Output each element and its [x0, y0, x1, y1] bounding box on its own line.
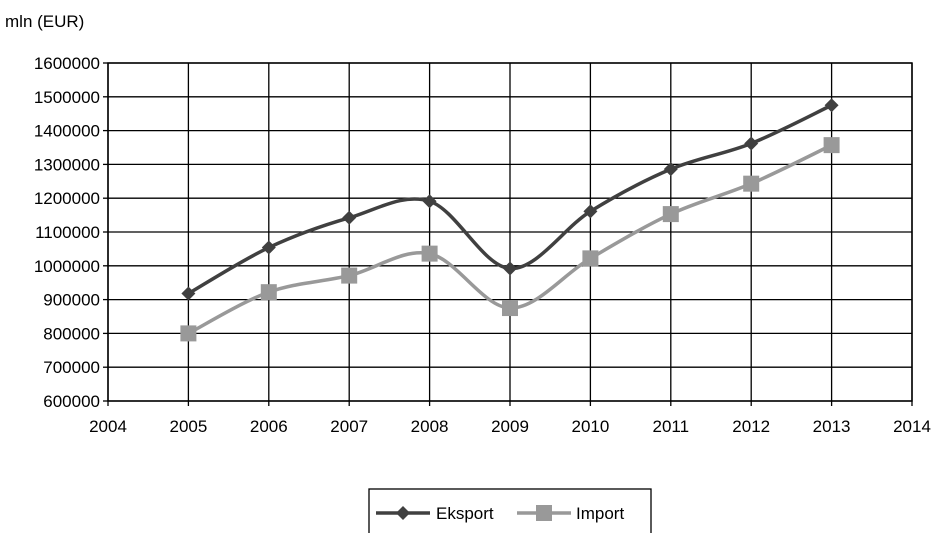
data-point-import [260, 284, 277, 301]
x-tick-label: 2007 [330, 417, 368, 436]
y-tick-label: 1100000 [35, 223, 100, 242]
y-axis-ticks: 600000 700000 800000 900000 1000000 1100000 12… [34, 54, 100, 411]
data-point-import [341, 267, 358, 284]
y-tick-label: 1000000 [34, 257, 100, 276]
x-axis-ticks: 2004 2005 2006 2007 2008 2009 2010 2011 2012 2013… [89, 417, 931, 436]
data-point-eksport [342, 210, 357, 225]
data-point-import [823, 137, 840, 154]
y-tick-label: 1300000 [34, 155, 100, 174]
y-tick-label: 600000 [43, 392, 100, 411]
data-point-eksport [261, 240, 276, 255]
x-tick-label: 2008 [411, 417, 449, 436]
x-tick-label: 2010 [571, 417, 609, 436]
data-point-eksport [583, 204, 598, 219]
legend-marker-eksport [396, 506, 410, 520]
x-tick-label: 2011 [653, 417, 690, 436]
legend: Eksport Import [368, 488, 652, 533]
x-tick-label: 2014 [893, 417, 931, 436]
unit-label: mln (EUR) [5, 12, 84, 31]
x-tick-label: 2004 [89, 417, 127, 436]
x-tick-label: 2005 [169, 417, 207, 436]
data-point-import [421, 245, 438, 262]
y-tick-label: 700000 [43, 358, 100, 377]
legend-label-import: Import [576, 504, 624, 523]
data-point-eksport [663, 162, 678, 177]
data-point-eksport [422, 194, 437, 209]
grid [103, 62, 913, 406]
legend-box [368, 488, 652, 533]
data-point-import [502, 300, 518, 317]
data-point-eksport [824, 98, 839, 113]
legend-label-eksport: Eksport [436, 504, 494, 523]
x-tick-label: 2012 [732, 417, 770, 436]
y-tick-label: 1500000 [34, 88, 100, 107]
data-point-eksport [181, 286, 196, 301]
x-tick-label: 2013 [813, 417, 851, 436]
series-group [180, 98, 840, 342]
x-tick-label: 2006 [250, 417, 288, 436]
data-point-import [662, 206, 679, 223]
legend-entry-import: Import [517, 504, 624, 523]
series-eksport [181, 98, 839, 301]
y-tick-label: 800000 [43, 324, 100, 343]
y-tick-label: 1200000 [34, 189, 100, 208]
data-point-eksport [503, 261, 517, 276]
legend-entry-eksport: Eksport [376, 504, 494, 523]
data-point-import [743, 175, 760, 192]
data-point-eksport [744, 136, 759, 151]
y-tick-label: 1600000 [34, 54, 100, 73]
y-tick-label: 900000 [43, 291, 100, 310]
y-tick-label: 1400000 [34, 122, 100, 141]
data-point-import [582, 250, 599, 267]
data-point-import [180, 325, 197, 342]
x-tick-label: 2009 [491, 417, 529, 436]
series-import [180, 137, 840, 342]
plot-area-frame [107, 62, 913, 402]
legend-marker-import [536, 505, 552, 521]
